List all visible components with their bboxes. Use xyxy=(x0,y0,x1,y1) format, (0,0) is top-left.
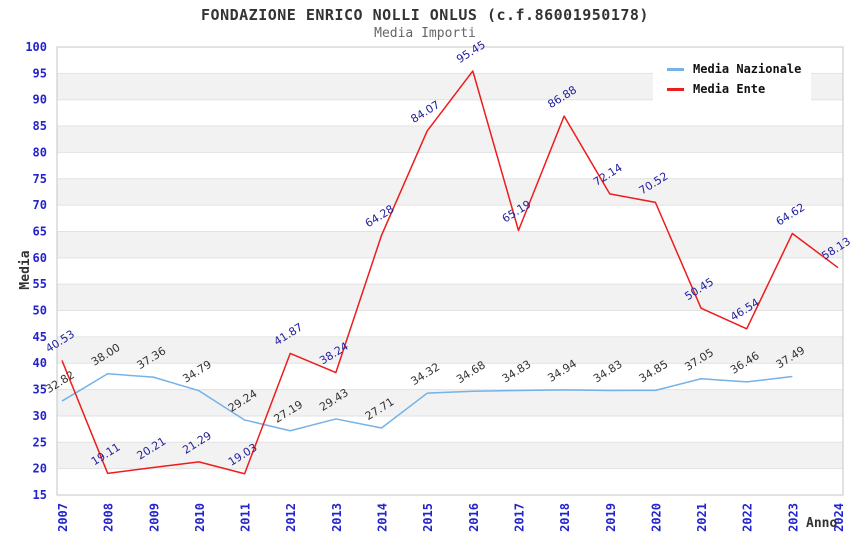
series-line-media-ente xyxy=(61,70,839,475)
y-tick-label: 80 xyxy=(33,145,47,159)
data-label: 34.32 xyxy=(409,360,443,388)
plot-band xyxy=(57,389,843,416)
legend-item-media-nazionale: Media Nazionale xyxy=(653,59,811,79)
y-tick-label: 30 xyxy=(33,409,47,423)
legend-label: Media Nazionale xyxy=(693,62,802,76)
legend-line-swatch-ente xyxy=(667,87,684,91)
legend-label: Media Ente xyxy=(693,82,766,96)
x-tick-label: 2010 xyxy=(193,503,207,532)
x-tick-label: 2022 xyxy=(741,503,755,532)
plot-band xyxy=(57,284,843,311)
x-tick-label: 2015 xyxy=(421,503,435,532)
x-tick-label: 2024 xyxy=(832,503,846,532)
y-tick-label: 100 xyxy=(25,40,47,54)
x-tick-label: 2016 xyxy=(467,503,481,532)
y-tick-label: 15 xyxy=(33,488,47,502)
x-tick-label: 2018 xyxy=(558,503,572,532)
x-tick-label: 2019 xyxy=(604,503,618,532)
chart-title: FONDAZIONE ENRICO NOLLI ONLUS (c.f.86001… xyxy=(201,6,649,24)
plot-band xyxy=(57,126,843,153)
plot-band xyxy=(57,336,843,364)
x-tick-label: 2023 xyxy=(786,503,800,532)
y-tick-label: 45 xyxy=(33,330,47,344)
x-tick-label: 2017 xyxy=(512,503,526,532)
y-tick-label: 40 xyxy=(33,356,47,370)
y-tick-label: 95 xyxy=(33,66,47,80)
legend-line-swatch-nazionale xyxy=(667,67,684,71)
y-tick-label: 35 xyxy=(33,383,47,397)
y-tick-label: 75 xyxy=(33,172,47,186)
series-line-media-nazionale xyxy=(61,373,793,432)
x-tick-label: 2020 xyxy=(649,503,663,532)
y-tick-label: 65 xyxy=(33,224,47,238)
x-tick-label: 2009 xyxy=(147,503,161,532)
x-tick-label: 2011 xyxy=(239,503,253,532)
plot-band xyxy=(57,231,843,258)
plot-band xyxy=(57,442,843,469)
data-label: 84.07 xyxy=(409,98,443,126)
y-tick-label: 25 xyxy=(33,435,47,449)
x-axis-title: Anno xyxy=(806,516,838,531)
plot-band xyxy=(57,178,843,206)
legend-item-media-ente: Media Ente xyxy=(653,79,811,99)
y-tick-label: 90 xyxy=(33,93,47,107)
x-tick-label: 2012 xyxy=(284,503,298,532)
chart-subtitle: Media Importi xyxy=(374,26,476,41)
x-tick-label: 2013 xyxy=(330,503,344,532)
x-tick-label: 2014 xyxy=(376,503,390,532)
y-tick-label: 85 xyxy=(33,119,47,133)
y-tick-label: 60 xyxy=(33,251,47,265)
data-label: 64.28 xyxy=(363,202,397,230)
x-tick-label: 2007 xyxy=(56,503,70,532)
y-tick-label: 55 xyxy=(33,277,47,291)
legend: Media Nazionale Media Ente xyxy=(653,56,811,102)
y-tick-label: 20 xyxy=(33,462,47,476)
y-axis-title: Media xyxy=(18,250,33,290)
plot-border xyxy=(56,46,844,496)
data-label: 95.45 xyxy=(454,38,488,66)
y-tick-label: 70 xyxy=(33,198,47,212)
y-tick-label: 50 xyxy=(33,304,47,318)
x-tick-label: 2021 xyxy=(695,503,709,532)
x-tick-label: 2008 xyxy=(102,503,116,532)
